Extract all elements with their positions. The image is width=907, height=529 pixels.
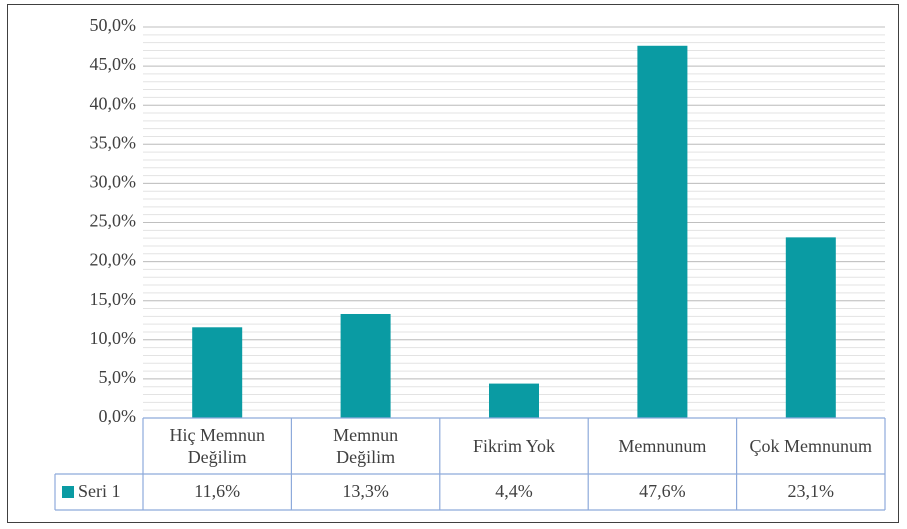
data-label: 4,4%	[495, 481, 533, 501]
bar	[340, 313, 391, 418]
y-tick-label: 40,0%	[90, 93, 137, 113]
chart-border	[7, 4, 899, 523]
bar	[785, 237, 836, 418]
data-label: 23,1%	[788, 481, 835, 501]
bar	[637, 45, 688, 418]
legend-label: Seri 1	[78, 481, 121, 501]
legend-swatch	[62, 486, 74, 498]
x-tick-label: Hiç Memnun Değilim	[169, 425, 265, 467]
y-tick-label: 20,0%	[90, 250, 137, 270]
bar	[192, 327, 243, 418]
data-label: 13,3%	[342, 481, 389, 501]
x-tick-label: Çok Memnunum	[749, 436, 873, 456]
category-cell: Memnun Değilim	[333, 425, 399, 467]
category-cell: Memnunum	[618, 436, 707, 456]
category-cell: Hiç Memnun Değilim	[169, 425, 265, 467]
bar	[489, 383, 539, 418]
x-tick-label: Memnunum	[618, 436, 707, 456]
y-tick-label: 30,0%	[90, 172, 137, 192]
y-tick-label: 35,0%	[90, 132, 137, 152]
data-label: 11,6%	[194, 481, 240, 501]
data-label: 47,6%	[639, 481, 686, 501]
category-cell: Fikrim Yok	[472, 436, 556, 456]
category-cell: Çok Memnunum	[749, 436, 873, 456]
y-tick-label: 15,0%	[90, 289, 137, 309]
y-tick-label: 45,0%	[90, 54, 137, 74]
x-tick-label: Memnun Değilim	[333, 425, 399, 467]
y-tick-label: 25,0%	[90, 211, 137, 231]
y-tick-label: 10,0%	[90, 328, 137, 348]
y-tick-label: 50,0%	[90, 15, 137, 35]
y-tick-label: 5,0%	[99, 367, 137, 387]
x-tick-label: Fikrim Yok	[472, 436, 556, 456]
y-tick-label: 0,0%	[99, 406, 137, 426]
